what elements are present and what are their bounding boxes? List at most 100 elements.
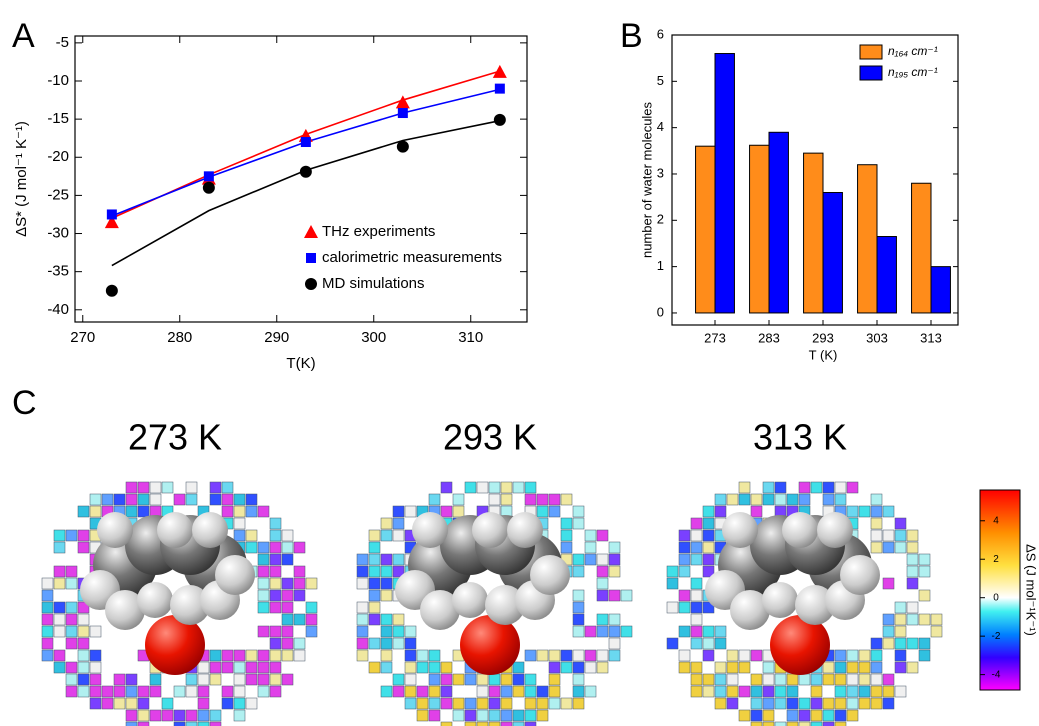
cube [404, 637, 417, 650]
cube [702, 553, 715, 566]
cube [572, 517, 585, 530]
cube [476, 697, 489, 710]
cube [870, 505, 883, 518]
cube [500, 721, 513, 726]
cube [428, 673, 441, 686]
legend-label: THz experiments [322, 223, 435, 240]
cube [560, 493, 573, 506]
cube [380, 625, 393, 638]
cube [281, 541, 294, 554]
cube [786, 709, 799, 722]
cube [678, 625, 691, 638]
cube [65, 565, 78, 578]
cube [738, 493, 751, 506]
cube [702, 625, 715, 638]
cube [894, 637, 907, 650]
cube [608, 625, 621, 638]
cube [762, 697, 775, 710]
cube [608, 589, 621, 602]
cube [440, 697, 453, 710]
cube [476, 673, 489, 686]
cube [666, 565, 679, 578]
cube [77, 625, 90, 638]
atom [97, 512, 133, 548]
cube [666, 577, 679, 590]
cube [822, 721, 835, 726]
cube [221, 697, 234, 710]
cube [690, 553, 703, 566]
cube [870, 649, 883, 662]
cube [65, 661, 78, 674]
cube [918, 637, 931, 650]
cube [137, 685, 150, 698]
cube [822, 661, 835, 674]
cube [269, 517, 282, 530]
cube [89, 505, 102, 518]
cube [404, 673, 417, 686]
marker [396, 140, 409, 153]
marker [106, 209, 117, 220]
cube [512, 673, 525, 686]
cube [690, 661, 703, 674]
y-tick-label: 5 [657, 73, 664, 88]
y-tick-label: 6 [657, 26, 664, 41]
legend-label: calorimetric measurements [322, 249, 502, 266]
cube [380, 637, 393, 650]
cube [858, 673, 871, 686]
cube [596, 661, 609, 674]
cube [750, 721, 763, 726]
cube [894, 649, 907, 662]
cube [281, 613, 294, 626]
atom [412, 512, 448, 548]
cube [293, 565, 306, 578]
cube [846, 697, 859, 710]
marker [493, 113, 506, 126]
cube [137, 481, 150, 494]
cube [257, 649, 270, 662]
cube [906, 565, 919, 578]
cube [822, 709, 835, 722]
cube [197, 673, 210, 686]
cube [89, 697, 102, 710]
colorbar-tick-label: -2 [992, 631, 1001, 642]
cube [416, 709, 429, 722]
bar [803, 152, 824, 314]
atom [762, 582, 798, 618]
cube [293, 637, 306, 650]
cube [894, 661, 907, 674]
bar [714, 53, 735, 314]
y-tick-label: -30 [47, 224, 69, 241]
cube [380, 685, 393, 698]
cube [572, 649, 585, 662]
cube [678, 541, 691, 554]
cube [690, 601, 703, 614]
bar [695, 145, 716, 314]
colorbar-label: ΔS (J mol⁻¹K⁻¹) [1024, 544, 1039, 636]
cube [608, 637, 621, 650]
cube [702, 649, 715, 662]
cube [714, 505, 727, 518]
cube [464, 721, 477, 726]
cube [392, 553, 405, 566]
cube [894, 529, 907, 542]
cube [894, 541, 907, 554]
cube [368, 601, 381, 614]
cube [125, 493, 138, 506]
atom [472, 512, 508, 548]
cube [245, 661, 258, 674]
cube [392, 625, 405, 638]
cube [596, 577, 609, 590]
panel-letter: A [12, 17, 35, 55]
x-axis-label: T(K) [286, 355, 315, 372]
cube [536, 493, 549, 506]
cube [173, 721, 186, 726]
cube [161, 697, 174, 710]
cube [726, 649, 739, 662]
cube [596, 589, 609, 602]
cube [810, 481, 823, 494]
atom [137, 582, 173, 618]
cube [77, 637, 90, 650]
cube [368, 637, 381, 650]
cube [101, 697, 114, 710]
x-tick-label: 280 [167, 329, 192, 346]
